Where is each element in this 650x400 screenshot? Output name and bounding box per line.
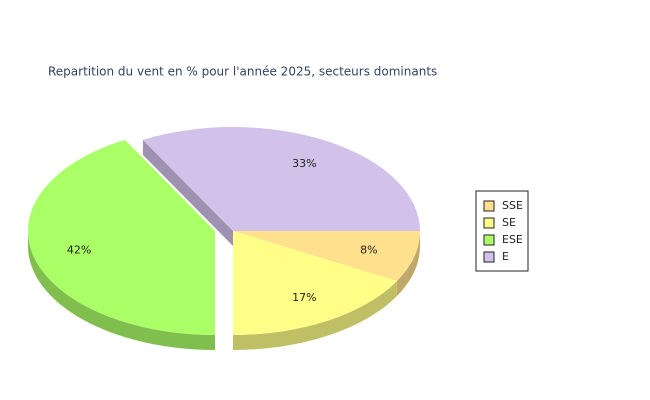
slice	[233, 231, 420, 282]
legend-label: SSE	[502, 199, 523, 212]
legend-swatch	[483, 200, 495, 212]
legend-label: E	[502, 250, 509, 263]
slice-side	[28, 231, 215, 350]
slice	[27, 139, 216, 335]
legend-label: ESE	[502, 233, 523, 246]
legend-swatch	[483, 251, 495, 263]
slice-side	[233, 281, 397, 350]
data-label: 33%	[292, 157, 316, 170]
chart-title: Repartition du vent en % pour l'année 20…	[48, 65, 437, 79]
slice-wall	[142, 139, 233, 246]
slice	[142, 126, 420, 231]
slice	[233, 231, 397, 335]
data-label: 8%	[360, 243, 377, 256]
legend-swatch	[483, 217, 495, 229]
data-label: 17%	[292, 291, 316, 304]
slice-side	[396, 231, 420, 297]
legend-swatch	[483, 234, 495, 246]
data-label: 42%	[67, 243, 91, 256]
legend-label: SE	[502, 216, 516, 229]
